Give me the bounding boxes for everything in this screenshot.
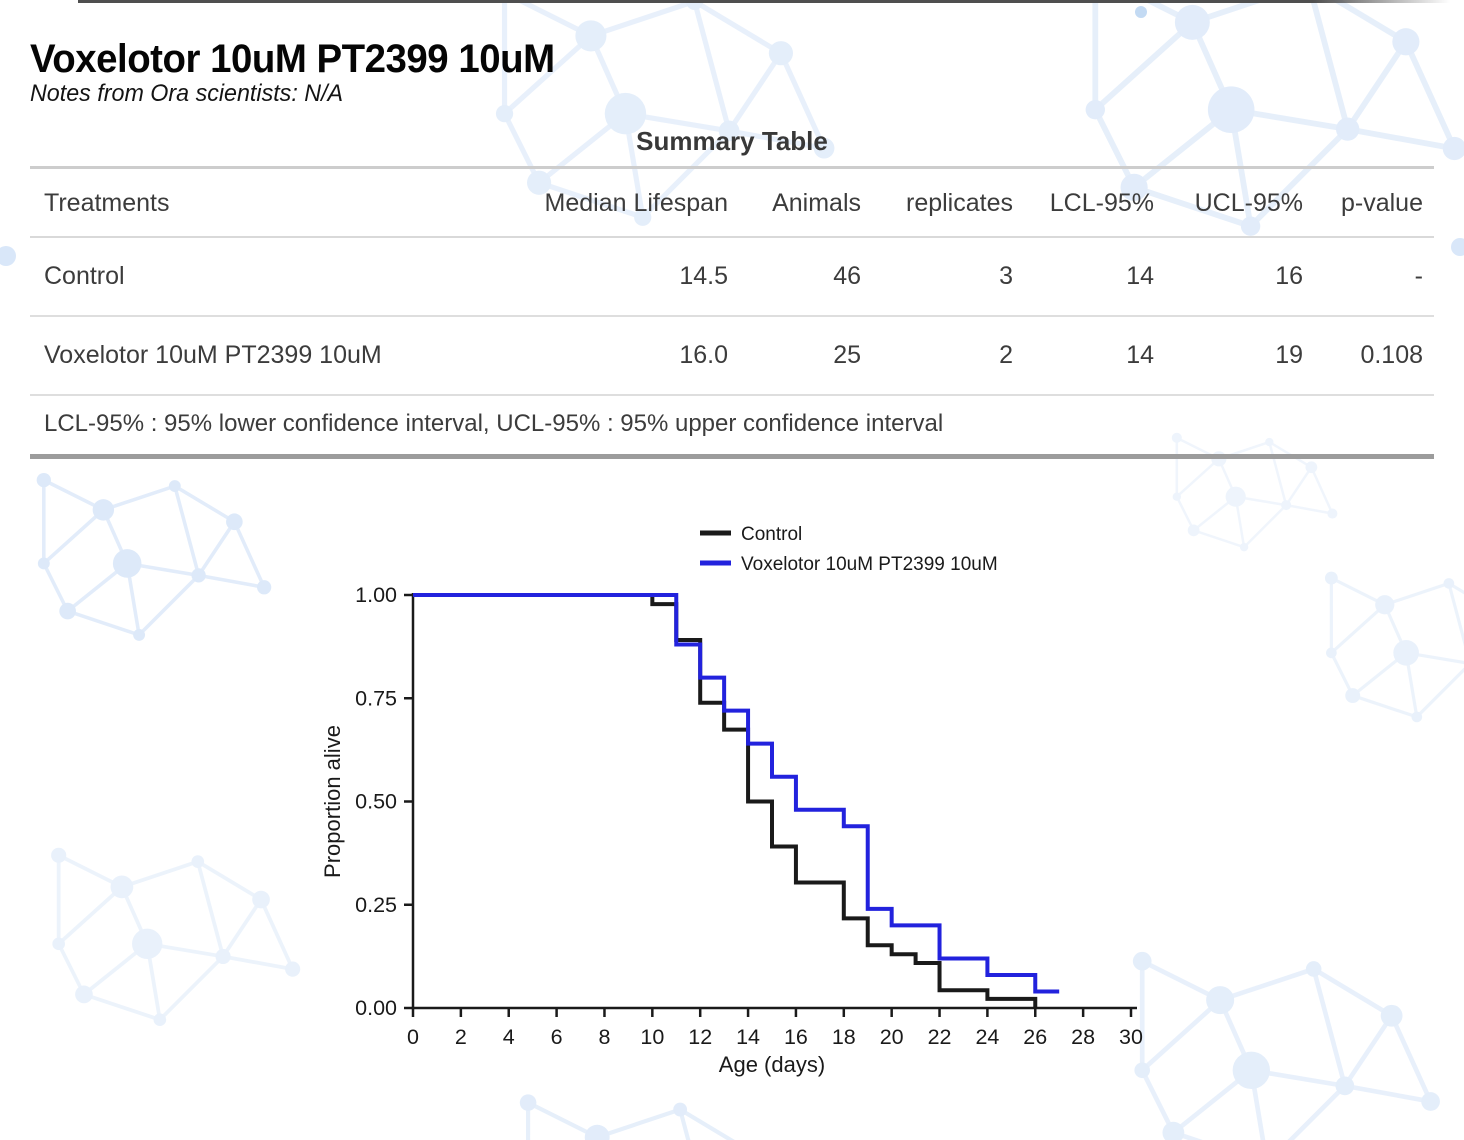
animals-cell: 25	[728, 316, 861, 396]
x-tick-label: 16	[784, 1025, 808, 1049]
treatment-name-cell: Voxelotor 10uM PT2399 10uM	[30, 316, 475, 396]
x-tick-label: 2	[455, 1025, 467, 1049]
table-footnote-row: LCL-95% : 95% lower confidence interval,…	[30, 395, 1434, 459]
column-header-animals: Animals	[728, 167, 861, 238]
ucl95-cell: 19	[1154, 316, 1303, 396]
y-tick-label: 0.00	[355, 996, 397, 1020]
column-header-ucl95: UCL-95%	[1154, 167, 1303, 238]
median-lifespan-cell: 14.5	[475, 237, 728, 317]
legend-label: Control	[741, 524, 802, 545]
column-header-lcl95: LCL-95%	[1013, 167, 1154, 238]
x-tick-label: 10	[640, 1025, 664, 1049]
x-axis-title: Age (days)	[719, 1052, 825, 1077]
y-tick-label: 0.50	[355, 790, 397, 814]
x-tick-label: 18	[832, 1025, 856, 1049]
animals-cell: 46	[728, 237, 861, 317]
column-header-median-lifespan: Median Lifespan	[475, 167, 728, 238]
y-axis-title: Proportion alive	[320, 725, 345, 878]
table-footnote: LCL-95% : 95% lower confidence interval,…	[30, 395, 1434, 459]
column-header-p-value: p-value	[1303, 167, 1434, 238]
column-header-replicates: replicates	[861, 167, 1013, 238]
x-tick-label: 30	[1119, 1025, 1143, 1049]
x-tick-label: 24	[975, 1025, 999, 1049]
top-border-line	[78, 0, 1450, 3]
legend-label: Voxelotor 10uM PT2399 10uM	[741, 554, 998, 575]
lcl95-cell: 14	[1013, 237, 1154, 317]
x-tick-label: 6	[551, 1025, 563, 1049]
y-tick-label: 0.25	[355, 893, 397, 917]
series-line-control	[413, 593, 1038, 1008]
page-title: Voxelotor 10uM PT2399 10uM	[30, 36, 555, 81]
replicates-cell: 3	[861, 237, 1013, 317]
summary-table-title: Summary Table	[636, 126, 828, 156]
series-line-voxelotor-10um-pt2399-10um	[413, 593, 1060, 994]
p-value-cell: -	[1303, 237, 1434, 317]
lcl95-cell: 14	[1013, 316, 1154, 396]
p-value-cell: 0.108	[1303, 316, 1434, 396]
column-header-treatments: Treatments	[30, 167, 475, 238]
median-lifespan-cell: 16.0	[475, 316, 728, 396]
x-tick-label: 0	[407, 1025, 419, 1049]
x-tick-label: 12	[688, 1025, 712, 1049]
x-tick-label: 4	[503, 1025, 515, 1049]
x-tick-label: 14	[736, 1025, 760, 1049]
table-header-row: Treatments Median Lifespan Animals repli…	[30, 167, 1434, 238]
x-tick-label: 20	[880, 1025, 904, 1049]
y-tick-label: 1.00	[355, 583, 397, 607]
x-tick-label: 26	[1023, 1025, 1047, 1049]
survival-chart: 0.000.250.500.751.000 2 4 6 8 10 12 14 16 18 20 22 2…	[320, 524, 1143, 1077]
summary-table: Treatments Median Lifespan Animals repli…	[30, 166, 1434, 459]
treatment-name-cell: Control	[30, 237, 475, 317]
x-tick-label: 28	[1071, 1025, 1095, 1049]
y-tick-label: 0.75	[355, 686, 397, 710]
table-row-treatment: Voxelotor 10uM PT2399 10uM 16.0 25 2 14 …	[30, 316, 1434, 396]
replicates-cell: 2	[861, 316, 1013, 396]
scientist-notes: Notes from Ora scientists: N/A	[30, 80, 344, 107]
table-row-control: Control 14.5 46 3 14 16 -	[30, 237, 1434, 317]
x-tick-label: 8	[598, 1025, 610, 1049]
ucl95-cell: 16	[1154, 237, 1303, 317]
x-tick-label: 22	[928, 1025, 952, 1049]
